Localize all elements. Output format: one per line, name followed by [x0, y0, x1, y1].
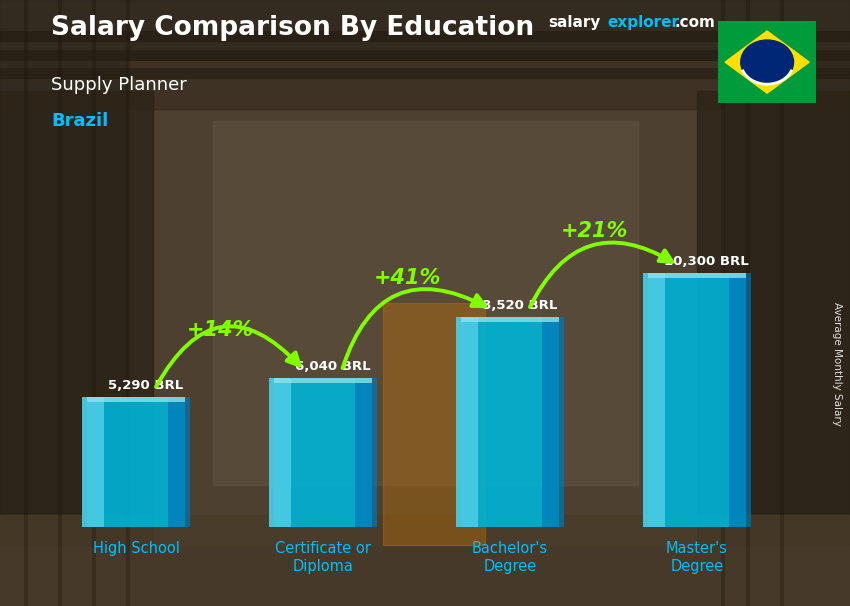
- Bar: [541, 317, 564, 527]
- Text: 8,520 BRL: 8,520 BRL: [482, 299, 557, 312]
- Text: +14%: +14%: [186, 319, 254, 339]
- Bar: [462, 317, 558, 527]
- Text: Brazil: Brazil: [51, 112, 108, 130]
- Bar: [269, 378, 292, 527]
- Bar: [0, 0, 850, 109]
- Bar: [275, 378, 371, 383]
- Bar: [88, 396, 184, 402]
- Bar: [88, 396, 184, 527]
- Text: explorer: explorer: [608, 15, 680, 30]
- Bar: [212, 121, 638, 485]
- Text: salary: salary: [548, 15, 601, 30]
- Bar: [649, 273, 745, 278]
- Bar: [456, 317, 479, 527]
- Bar: [82, 396, 105, 527]
- Text: Salary Comparison By Education: Salary Comparison By Education: [51, 15, 534, 41]
- Text: +21%: +21%: [560, 221, 628, 241]
- Text: Supply Planner: Supply Planner: [51, 76, 187, 94]
- Circle shape: [740, 40, 794, 84]
- Bar: [728, 273, 751, 527]
- Bar: [462, 317, 558, 322]
- Bar: [382, 303, 484, 545]
- Bar: [167, 396, 190, 527]
- Bar: [0, 91, 153, 545]
- Bar: [275, 378, 371, 527]
- Text: Average Monthly Salary: Average Monthly Salary: [832, 302, 842, 425]
- Text: 10,300 BRL: 10,300 BRL: [664, 255, 749, 268]
- Text: 6,040 BRL: 6,040 BRL: [295, 360, 370, 373]
- Text: +41%: +41%: [373, 268, 441, 288]
- Bar: [649, 273, 745, 527]
- Text: .com: .com: [674, 15, 715, 30]
- Bar: [354, 378, 377, 527]
- Bar: [0, 515, 850, 606]
- Bar: [128, 61, 722, 545]
- Bar: [643, 273, 666, 527]
- Polygon shape: [725, 31, 809, 93]
- Bar: [697, 91, 850, 545]
- Text: 5,290 BRL: 5,290 BRL: [108, 379, 183, 391]
